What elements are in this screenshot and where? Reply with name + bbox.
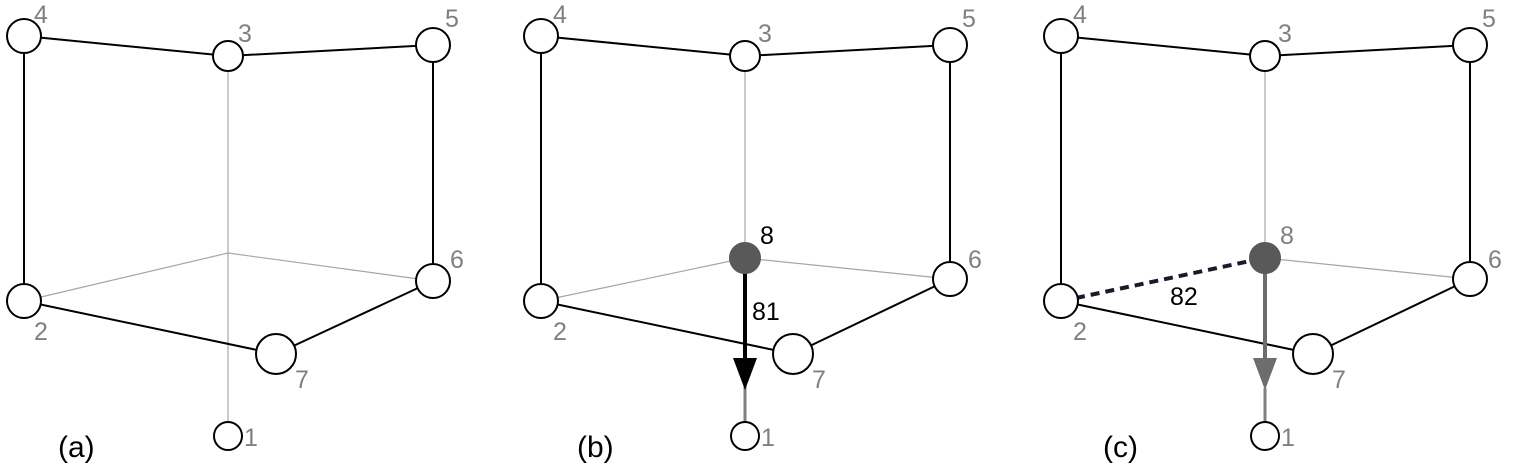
node-label-7: 7 xyxy=(295,366,309,394)
node-label-6: 6 xyxy=(1488,246,1502,274)
node-4 xyxy=(6,18,42,54)
node-5 xyxy=(932,27,968,63)
node-label-5: 5 xyxy=(445,5,459,33)
node-8-new xyxy=(729,242,761,274)
node-7 xyxy=(1292,333,1334,375)
node-label-8: 8 xyxy=(760,222,774,250)
hidden-edge-center-6 xyxy=(227,252,434,282)
node-2 xyxy=(6,283,42,319)
edge-4-3 xyxy=(1060,35,1266,57)
edge-4-3 xyxy=(540,35,746,57)
node-label-2: 2 xyxy=(553,318,567,346)
node-label-4: 4 xyxy=(553,1,567,29)
node-label-5: 5 xyxy=(1482,5,1496,33)
node-label-1: 1 xyxy=(1281,424,1295,452)
node-1 xyxy=(1250,421,1280,451)
node-label-3: 3 xyxy=(238,20,252,48)
edge-7-6 xyxy=(792,278,951,355)
edge-label-82: 82 xyxy=(1170,283,1198,311)
panel-a: 4 3 5 6 2 7 1 (a) xyxy=(6,1,464,464)
panel-b: 4 3 5 6 2 7 1 8 81 (b) xyxy=(523,1,982,464)
node-4 xyxy=(1043,18,1079,54)
node-5 xyxy=(415,27,451,63)
node-2 xyxy=(1043,283,1079,319)
edge-81-arrowhead xyxy=(733,358,757,390)
panel-c: 4 3 5 6 2 7 1 8 82 (c) xyxy=(1043,1,1502,464)
hidden-edge-8-6 xyxy=(1264,257,1471,280)
node-label-5: 5 xyxy=(962,5,976,33)
node-label-3: 3 xyxy=(1278,20,1292,48)
edge-8-1-arrowhead xyxy=(1253,358,1277,390)
node-7 xyxy=(772,333,814,375)
edge-3-5 xyxy=(744,44,951,57)
panel-label-a: (a) xyxy=(58,431,95,464)
node-3 xyxy=(1249,40,1281,72)
node-3 xyxy=(212,40,244,72)
node-label-4: 4 xyxy=(34,1,48,29)
node-label-2: 2 xyxy=(34,318,48,346)
edge-4-3 xyxy=(23,35,229,57)
hidden-edge-8-6 xyxy=(744,257,951,280)
edge-2-7 xyxy=(540,300,794,355)
node-label-1: 1 xyxy=(761,424,775,452)
node-7 xyxy=(255,333,297,375)
node-6 xyxy=(415,263,451,299)
node-label-1: 1 xyxy=(244,424,258,452)
edge-2-7 xyxy=(23,300,277,355)
panel-label-b: (b) xyxy=(577,431,614,464)
node-label-8: 8 xyxy=(1280,222,1294,250)
node-1 xyxy=(213,421,243,451)
node-3 xyxy=(729,40,761,72)
edge-7-6 xyxy=(1312,278,1471,355)
node-label-6: 6 xyxy=(968,246,982,274)
edge-3-5 xyxy=(1264,44,1471,57)
node-6 xyxy=(932,261,968,297)
node-label-2: 2 xyxy=(1073,318,1087,346)
node-2 xyxy=(523,283,559,319)
hidden-edge-2-8 xyxy=(540,257,746,302)
edge-2-7 xyxy=(1060,300,1314,355)
node-8-new xyxy=(1249,242,1281,274)
node-label-6: 6 xyxy=(450,246,464,274)
node-label-7: 7 xyxy=(1332,366,1346,394)
edge-3-5 xyxy=(227,44,434,57)
node-5 xyxy=(1452,27,1488,63)
node-label-4: 4 xyxy=(1073,1,1087,29)
edge-82-dashed xyxy=(1075,259,1251,300)
edge-label-81: 81 xyxy=(752,298,780,326)
node-4 xyxy=(523,18,559,54)
edge-7-6 xyxy=(275,280,434,355)
node-label-3: 3 xyxy=(758,20,772,48)
node-label-7: 7 xyxy=(812,366,826,394)
node-6 xyxy=(1452,261,1488,297)
hidden-edge-2-center xyxy=(23,252,229,302)
panel-label-c: (c) xyxy=(1103,431,1138,464)
node-1 xyxy=(730,421,760,451)
